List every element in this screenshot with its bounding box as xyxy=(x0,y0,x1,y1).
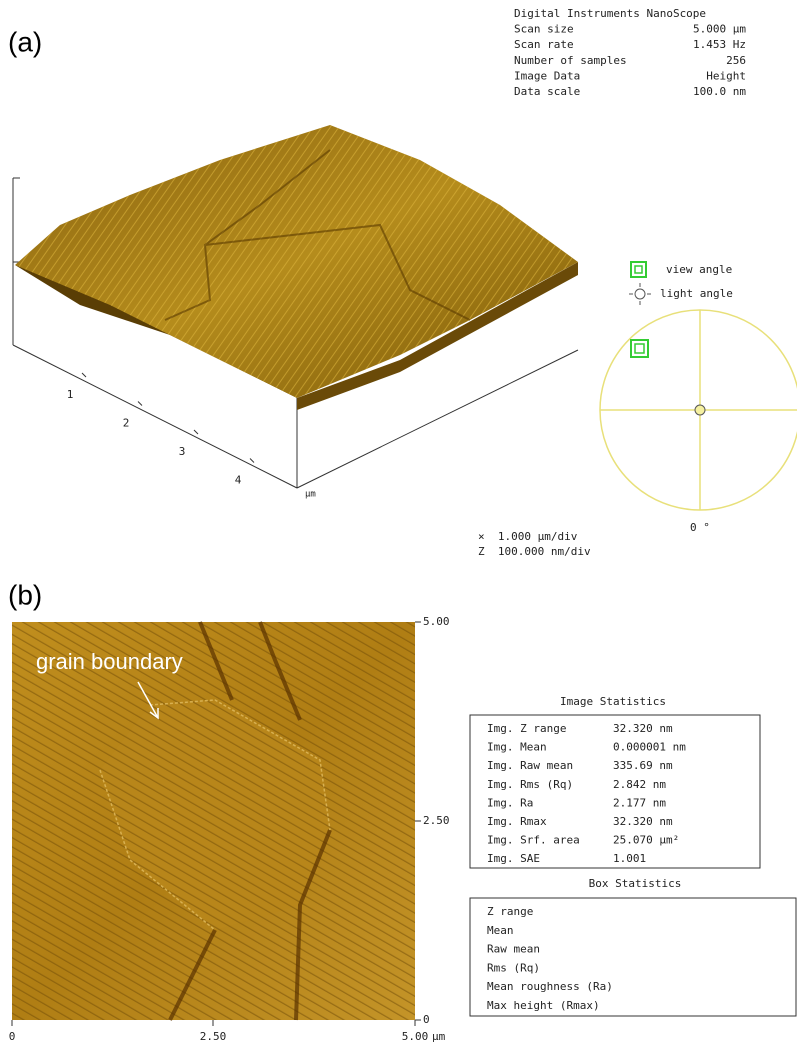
stat-label: Raw mean xyxy=(487,943,540,956)
tick xyxy=(138,402,142,406)
tick xyxy=(82,373,86,377)
panel-label: (b) xyxy=(8,579,42,610)
stat-label: Img. Mean xyxy=(487,741,547,754)
stat-label: Img. Raw mean xyxy=(487,759,573,772)
stat-value: 0.000001 nm xyxy=(613,741,686,754)
table-title: Image Statistics xyxy=(560,695,666,708)
header-label: Scan rate xyxy=(514,38,574,51)
stat-label: Rms (Rq) xyxy=(487,961,540,974)
stat-value: 335.69 nm xyxy=(613,759,673,772)
stat-label: Img. Rms (Rq) xyxy=(487,778,573,791)
height-image xyxy=(12,622,415,1020)
view-icon xyxy=(631,262,646,277)
stat-label: Max height (Rmax) xyxy=(487,999,600,1012)
tick xyxy=(250,459,254,463)
axis-ticks: 1 2 3 4 xyxy=(67,373,254,487)
angle-label: 0 ° xyxy=(690,521,710,534)
stat-label: Mean roughness (Ra) xyxy=(487,980,613,993)
light-icon xyxy=(629,283,651,305)
header-label: Digital Instruments NanoScope xyxy=(514,7,706,20)
tick-label: 2.50 xyxy=(200,1030,227,1043)
stat-label: Img. Z range xyxy=(487,722,566,735)
surface-plot xyxy=(13,125,578,488)
stat-value: 1.001 xyxy=(613,852,646,865)
tick-label: 1 xyxy=(67,388,74,401)
stat-value: 2.842 nm xyxy=(613,778,666,791)
legend-text: view angle xyxy=(666,263,732,276)
header-value: 5.000 µm xyxy=(693,23,746,36)
tick-label: 2.50 xyxy=(423,814,450,827)
stat-label: Img. Rmax xyxy=(487,815,547,828)
tick-label: 0 xyxy=(9,1030,16,1043)
stat-label: Img. Ra xyxy=(487,796,533,809)
figure: (a) Digital Instruments NanoScope Scan si… xyxy=(0,0,797,1044)
tick-label: 5.00 xyxy=(423,615,450,628)
panel-label: (a) xyxy=(8,26,42,57)
stat-value: 2.177 nm xyxy=(613,796,666,809)
tick-label: 4 xyxy=(235,474,242,487)
stat-label: Img. Srf. area xyxy=(487,834,580,847)
tick-label: 0 xyxy=(423,1013,430,1026)
image-statistics: Img. Z range 32.320 nm Img. Mean 0.000001 n… xyxy=(487,722,686,865)
stat-value: 32.320 nm xyxy=(613,815,673,828)
table-title: Box Statistics xyxy=(589,877,682,890)
stat-value: 32.320 nm xyxy=(613,722,673,735)
header-value: Height xyxy=(706,69,746,82)
stat-label: Z range xyxy=(487,905,533,918)
scale-text: Z 100.000 nm/div xyxy=(478,545,591,558)
header: Digital Instruments NanoScope Scan size 5.… xyxy=(514,7,746,98)
header-value: 100.0 nm xyxy=(693,85,746,98)
header-value: 256 xyxy=(726,54,746,67)
header-label: Scan size xyxy=(514,23,574,36)
tick-label: 2 xyxy=(123,417,130,430)
stat-label: Mean xyxy=(487,924,514,937)
header-label: Image Data xyxy=(514,69,580,82)
annotation: grain boundary xyxy=(36,649,183,674)
stat-label: Img. SAE xyxy=(487,852,540,865)
tick-label: 3 xyxy=(179,445,186,458)
header-label: Number of samples xyxy=(514,54,627,67)
tick xyxy=(194,430,198,434)
box-statistics: Z range Mean Raw mean Rms (Rq) Mean roughnes… xyxy=(487,905,613,1012)
axis-unit: µm xyxy=(432,1030,446,1043)
legend-text: light angle xyxy=(660,287,733,300)
tick-label: 5.00 xyxy=(402,1030,429,1043)
scale-text: × 1.000 µm/div xyxy=(478,530,578,543)
stat-value: 25.070 µm² xyxy=(613,834,679,847)
axis-unit: µm xyxy=(305,490,316,500)
header-label: Data scale xyxy=(514,85,580,98)
header-value: 1.453 Hz xyxy=(693,38,746,51)
